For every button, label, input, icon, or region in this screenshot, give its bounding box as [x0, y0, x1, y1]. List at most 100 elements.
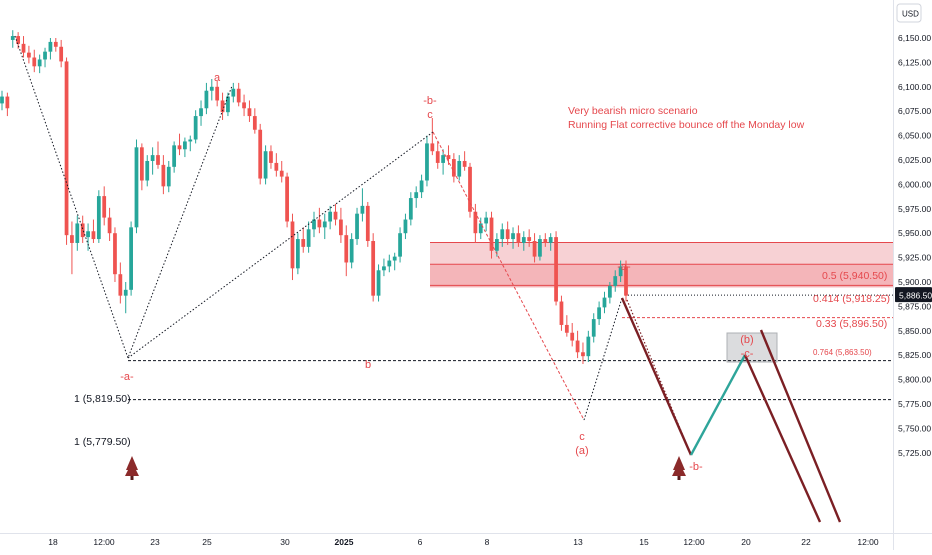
- y-tick-label: 5,925.00: [898, 253, 931, 263]
- candle-body: [258, 129, 263, 179]
- candle-body: [177, 145, 182, 150]
- candle-body: [559, 301, 564, 325]
- candle-body: [301, 239, 306, 247]
- candle-body: [564, 324, 569, 333]
- candle-body: [37, 59, 42, 67]
- projection-down-3: [759, 329, 842, 523]
- candle-body: [624, 266, 628, 296]
- candle-body: [64, 61, 69, 236]
- candle-body: [387, 260, 392, 267]
- candle-body: [269, 151, 273, 163]
- candle-body: [457, 160, 462, 177]
- candle-body: [607, 285, 612, 298]
- x-tick-label: 6: [418, 537, 423, 547]
- annotation-title-line2: Running Flat corrective bounce off the M…: [568, 119, 805, 131]
- currency-badge[interactable]: [896, 3, 922, 23]
- fib-label-05: 0.5 (5,940.50): [822, 270, 887, 282]
- candle-body: [441, 155, 445, 163]
- candle-body: [349, 239, 354, 263]
- candle-body: [398, 233, 402, 257]
- candle-body: [371, 241, 376, 296]
- candle-body: [365, 205, 370, 242]
- candle-body: [478, 223, 483, 234]
- candle-body: [150, 155, 155, 161]
- candle-body: [113, 233, 117, 275]
- y-tick-label: 6,150.00: [898, 33, 931, 43]
- candle-body: [102, 196, 107, 218]
- candle-body: [10, 36, 15, 40]
- wave-dotted-bounce: [583, 297, 623, 421]
- candle-body: [290, 221, 295, 269]
- x-tick-label: 23: [150, 537, 160, 547]
- candle-body: [618, 266, 623, 277]
- candle-body: [16, 36, 21, 44]
- candle-body: [134, 147, 139, 228]
- projection-up: [689, 354, 747, 456]
- candle-body: [532, 241, 537, 257]
- tree-icon-right: [672, 456, 686, 480]
- candle-body: [462, 160, 467, 167]
- projection-down-1: [620, 297, 693, 456]
- candle-body: [242, 102, 246, 109]
- candle-body: [473, 211, 478, 234]
- candle-body: [543, 239, 548, 243]
- candle-body: [382, 266, 386, 271]
- y-tick-label: 5,750.00: [898, 423, 931, 433]
- candle-body: [274, 162, 279, 171]
- candle-body: [226, 96, 230, 113]
- candle-body: [548, 237, 553, 243]
- candle-body: [312, 219, 316, 230]
- candle-body: [505, 229, 510, 240]
- candle-body: [403, 219, 408, 234]
- candle-body: [156, 155, 160, 165]
- candle-body: [129, 227, 133, 290]
- candle-body: [554, 237, 558, 302]
- y-tick-label: 5,950.00: [898, 228, 931, 238]
- y-tick-label: 5,800.00: [898, 375, 931, 385]
- candle-body: [123, 289, 128, 296]
- projection-down-2: [743, 354, 822, 523]
- candle-body: [339, 219, 343, 236]
- candle-body: [446, 155, 451, 160]
- candle-body: [414, 192, 419, 199]
- tree-icon-right-bottom: [672, 462, 686, 476]
- candle-body: [317, 219, 322, 228]
- candle-body: [166, 166, 171, 187]
- candle-body: [500, 229, 505, 240]
- tree-icon-right-trunk: [677, 476, 681, 480]
- candle-body: [5, 96, 10, 109]
- candle-body: [204, 90, 209, 109]
- candle-body: [172, 145, 177, 167]
- candle-body: [0, 96, 4, 104]
- candle-body: [613, 276, 618, 286]
- candle-body: [451, 159, 456, 177]
- x-tick-label: 8: [485, 537, 490, 547]
- x-tick-label: 2025: [335, 537, 354, 547]
- wave-label-a: a: [214, 72, 221, 84]
- candle-body: [236, 88, 241, 103]
- candle-body: [575, 340, 580, 353]
- y-tick-label: 5,975.00: [898, 204, 931, 214]
- candle-body: [430, 143, 435, 152]
- candle-body: [521, 237, 526, 243]
- candle-body: [188, 139, 193, 142]
- candle-body: [86, 231, 90, 238]
- candle-body: [209, 86, 214, 91]
- annotation-title-line1: Very bearish micro scenario: [568, 105, 698, 117]
- wave-label-neg-b-top: -b-: [423, 95, 437, 107]
- candle-body: [322, 221, 327, 228]
- wave-label-b: b: [365, 359, 371, 371]
- x-tick-label: 20: [741, 537, 751, 547]
- candle-body: [355, 213, 359, 240]
- x-tick-label: 13: [573, 537, 583, 547]
- tree-icon-left-bottom: [125, 462, 139, 476]
- tree-icon-left: [125, 456, 139, 480]
- candle-body: [91, 231, 96, 240]
- candle-body: [48, 41, 53, 52]
- candle-body: [484, 217, 489, 224]
- candle-body: [80, 223, 85, 238]
- candle-body: [511, 233, 515, 240]
- y-tick-label: 6,050.00: [898, 131, 931, 141]
